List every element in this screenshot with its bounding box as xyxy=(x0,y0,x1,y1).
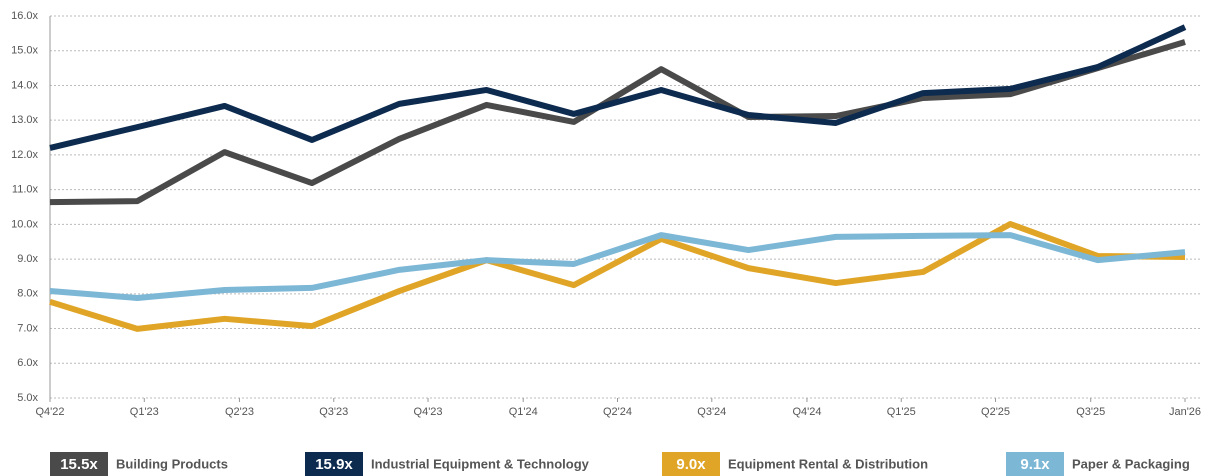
y-tick-label: 14.0x xyxy=(11,79,38,91)
series-line xyxy=(49,221,1186,332)
y-tick-label: 8.0x xyxy=(17,288,38,300)
y-tick-label: 12.0x xyxy=(11,149,38,161)
legend-name: Equipment Rental & Distribution xyxy=(728,456,928,471)
x-tick-label: Q3'24 xyxy=(697,406,726,418)
legend-swatch xyxy=(1006,452,1064,476)
legend-name: Building Products xyxy=(116,456,228,471)
series-line xyxy=(49,24,1187,151)
x-tick-label: Q3'23 xyxy=(319,406,348,418)
y-tick-label: 10.0x xyxy=(11,218,38,230)
x-tick-label: Q2'25 xyxy=(981,406,1010,418)
legend-swatch xyxy=(50,452,108,476)
y-tick-label: 9.0x xyxy=(17,253,38,265)
series-line xyxy=(49,232,1186,301)
y-tick-label: 13.0x xyxy=(11,114,38,126)
y-tick-label: 7.0x xyxy=(17,322,38,334)
legend-swatch xyxy=(662,452,720,476)
x-tick-label: Jan'26 xyxy=(1169,406,1201,418)
legend-value: 15.9x xyxy=(315,456,353,473)
x-tick-label: Q4'22 xyxy=(35,406,64,418)
legend-value: 15.5x xyxy=(60,456,98,473)
legend-swatch xyxy=(305,452,363,476)
legend-value: 9.1x xyxy=(1020,456,1050,473)
y-tick-label: 16.0x xyxy=(11,10,38,22)
y-tick-label: 15.0x xyxy=(11,45,38,57)
x-tick-label: Q1'25 xyxy=(887,406,916,418)
series-line xyxy=(49,39,1186,206)
legend-value: 9.0x xyxy=(676,456,706,473)
x-tick-label: Q3'25 xyxy=(1076,406,1105,418)
x-tick-label: Q1'23 xyxy=(130,406,159,418)
x-tick-label: Q1'24 xyxy=(509,406,538,418)
legend-name: Paper & Packaging xyxy=(1072,456,1190,471)
x-tick-label: Q2'23 xyxy=(225,406,254,418)
legend-name: Industrial Equipment & Technology xyxy=(371,456,590,471)
x-tick-label: Q4'23 xyxy=(414,406,443,418)
y-tick-label: 6.0x xyxy=(17,357,38,369)
y-tick-label: 11.0x xyxy=(12,184,39,196)
y-tick-label: 5.0x xyxy=(17,392,38,404)
x-tick-label: Q4'24 xyxy=(792,406,821,418)
x-tick-label: Q2'24 xyxy=(603,406,632,418)
